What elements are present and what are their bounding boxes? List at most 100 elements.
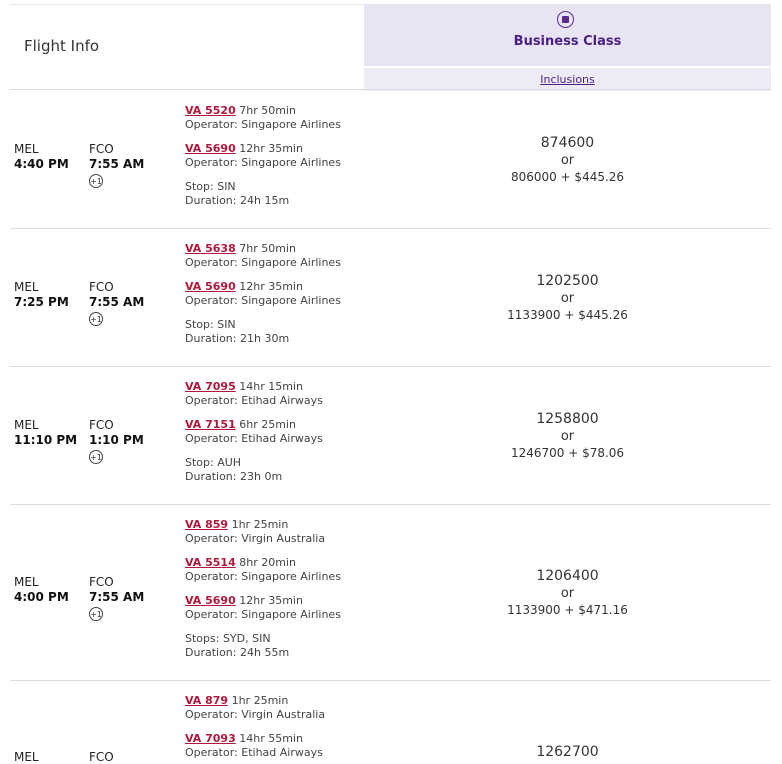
points-price: 1258800 [536, 411, 599, 427]
segment-operator: Operator: Singapore Airlines [185, 156, 341, 169]
arrival-airport: FCO [89, 750, 114, 764]
segment-duration: 1hr 25min [231, 518, 289, 531]
arrival-time: 1:10 PM [89, 433, 144, 447]
flight-row[interactable]: MEL FCO VA 879 1hr 25min Operator: Virgi… [10, 680, 771, 764]
arrival-time: 7:55 AM [89, 295, 145, 309]
segment-operator: Operator: Singapore Airlines [185, 294, 341, 307]
departure-airport: MEL [14, 418, 39, 432]
departure: MEL 11:10 PM [14, 418, 77, 448]
segment-duration: 7hr 50min [239, 104, 296, 117]
arrival-airport: FCO [89, 418, 114, 432]
results-header: Flight Info Business Class Inclusions [10, 4, 771, 91]
points-price: 1206400 [536, 568, 599, 584]
departure-time: 4:40 PM [14, 157, 69, 171]
arrival: FCO 7:55 AM +1 [89, 142, 144, 188]
flight-segment: VA 7093 14hr 55min Operator: Etihad Airw… [185, 732, 325, 760]
segment-duration: 7hr 50min [239, 242, 296, 255]
business-fare-cell[interactable]: 1258800 or 1246700 + $78.06 [364, 410, 771, 462]
departure-time: 7:25 PM [14, 295, 69, 309]
business-fare-cell[interactable]: 1206400 or 1133900 + $471.16 [364, 567, 771, 619]
segment-operator: Operator: Virgin Australia [185, 532, 326, 545]
flight-segment: VA 7151 6hr 25min Operator: Etihad Airwa… [185, 418, 323, 446]
stops-info: Stop: SIN [185, 180, 236, 193]
flight-segment: VA 5690 12hr 35min Operator: Singapore A… [185, 280, 341, 308]
stops-info: Stop: AUH [185, 456, 242, 469]
flight-segment: VA 5638 7hr 50min Operator: Singapore Ai… [185, 242, 341, 270]
segment-duration: 14hr 55min [239, 732, 303, 745]
inclusions-row: Inclusions [364, 67, 771, 91]
flight-row[interactable]: MEL 4:00 PM FCO 7:55 AM +1 VA 859 1hr 25… [10, 504, 771, 681]
arrival-airport: FCO [89, 280, 114, 294]
next-day-badge: +1 [89, 312, 103, 326]
flight-segments: VA 859 1hr 25min Operator: Virgin Austra… [185, 518, 341, 660]
business-fare-cell[interactable]: 1262700 [364, 743, 771, 761]
flight-segments: VA 5638 7hr 50min Operator: Singapore Ai… [185, 242, 341, 346]
flight-number-link[interactable]: VA 5514 [185, 556, 236, 569]
briefcase-icon [557, 11, 574, 28]
flight-number-link[interactable]: VA 5520 [185, 104, 236, 117]
flight-segment: VA 859 1hr 25min Operator: Virgin Austra… [185, 518, 341, 546]
flight-segment: VA 5514 8hr 20min Operator: Singapore Ai… [185, 556, 341, 584]
business-fare-cell[interactable]: 874600 or 806000 + $445.26 [364, 134, 771, 186]
arrival-airport: FCO [89, 575, 114, 589]
flight-row[interactable]: MEL 7:25 PM FCO 7:55 AM +1 VA 5638 7hr 5… [10, 228, 771, 367]
arrival: FCO 1:10 PM +1 [89, 418, 144, 464]
points-plus-cash-price: 1246700 + $78.06 [510, 446, 625, 460]
flight-info-heading: Flight Info [24, 37, 100, 55]
arrival: FCO 7:55 AM +1 [89, 280, 144, 326]
flight-segment: VA 7095 14hr 15min Operator: Etihad Airw… [185, 380, 323, 408]
segment-operator: Operator: Singapore Airlines [185, 608, 341, 621]
total-duration: Duration: 24h 55m [185, 646, 290, 659]
flight-number-link[interactable]: VA 5638 [185, 242, 236, 255]
stops-info: Stops: SYD, SIN [185, 632, 271, 645]
departure: MEL 4:40 PM [14, 142, 69, 172]
flight-number-link[interactable]: VA 7093 [185, 732, 236, 745]
arrival: FCO 7:55 AM +1 [89, 575, 144, 621]
points-plus-cash-price: 806000 + $445.26 [510, 170, 625, 184]
header-divider [10, 89, 771, 90]
flight-number-link[interactable]: VA 7151 [185, 418, 236, 431]
points-price: 1202500 [536, 273, 599, 289]
or-separator: or [560, 291, 575, 306]
points-price: 1262700 [536, 744, 599, 760]
flight-segment: VA 5690 12hr 35min Operator: Singapore A… [185, 142, 341, 170]
flight-number-link[interactable]: VA 5690 [185, 594, 236, 607]
departure-airport: MEL [14, 750, 39, 764]
or-separator: or [560, 586, 575, 601]
or-separator: or [560, 153, 575, 168]
departure-airport: MEL [14, 142, 39, 156]
next-day-badge: +1 [89, 450, 103, 464]
flight-row[interactable]: MEL 11:10 PM FCO 1:10 PM +1 VA 7095 14hr… [10, 366, 771, 505]
points-plus-cash-price: 1133900 + $471.16 [507, 603, 628, 617]
inclusions-link[interactable]: Inclusions [540, 73, 595, 86]
stops-info: Stop: SIN [185, 318, 236, 331]
flight-number-link[interactable]: VA 7095 [185, 380, 236, 393]
business-class-column-header[interactable]: Business Class [364, 5, 771, 66]
flight-number-link[interactable]: VA 5690 [185, 142, 236, 155]
segment-operator: Operator: Virgin Australia [185, 708, 326, 721]
segment-duration: 12hr 35min [239, 594, 303, 607]
segment-duration: 1hr 25min [231, 694, 289, 707]
business-fare-cell[interactable]: 1202500 or 1133900 + $445.26 [364, 272, 771, 324]
arrival-airport: FCO [89, 142, 114, 156]
flight-number-link[interactable]: VA 879 [185, 694, 229, 707]
segment-operator: Operator: Singapore Airlines [185, 256, 341, 269]
departure-time: 11:10 PM [14, 433, 78, 447]
flight-segment: VA 5520 7hr 50min Operator: Singapore Ai… [185, 104, 341, 132]
segment-duration: 8hr 20min [239, 556, 296, 569]
departure: MEL 7:25 PM [14, 280, 69, 310]
segment-operator: Operator: Etihad Airways [185, 394, 323, 407]
segment-duration: 14hr 15min [239, 380, 303, 393]
next-day-badge: +1 [89, 607, 103, 621]
arrival: FCO [89, 750, 114, 764]
departure-airport: MEL [14, 575, 39, 589]
segment-operator: Operator: Etihad Airways [185, 746, 323, 759]
arrival-time: 7:55 AM [89, 157, 145, 171]
departure: MEL [14, 750, 39, 764]
departure: MEL 4:00 PM [14, 575, 69, 605]
flight-number-link[interactable]: VA 859 [185, 518, 229, 531]
flight-number-link[interactable]: VA 5690 [185, 280, 236, 293]
flight-segments: VA 7095 14hr 15min Operator: Etihad Airw… [185, 380, 323, 484]
flight-row[interactable]: MEL 4:40 PM FCO 7:55 AM +1 VA 5520 7hr 5… [10, 90, 771, 229]
segment-operator: Operator: Singapore Airlines [185, 570, 341, 583]
